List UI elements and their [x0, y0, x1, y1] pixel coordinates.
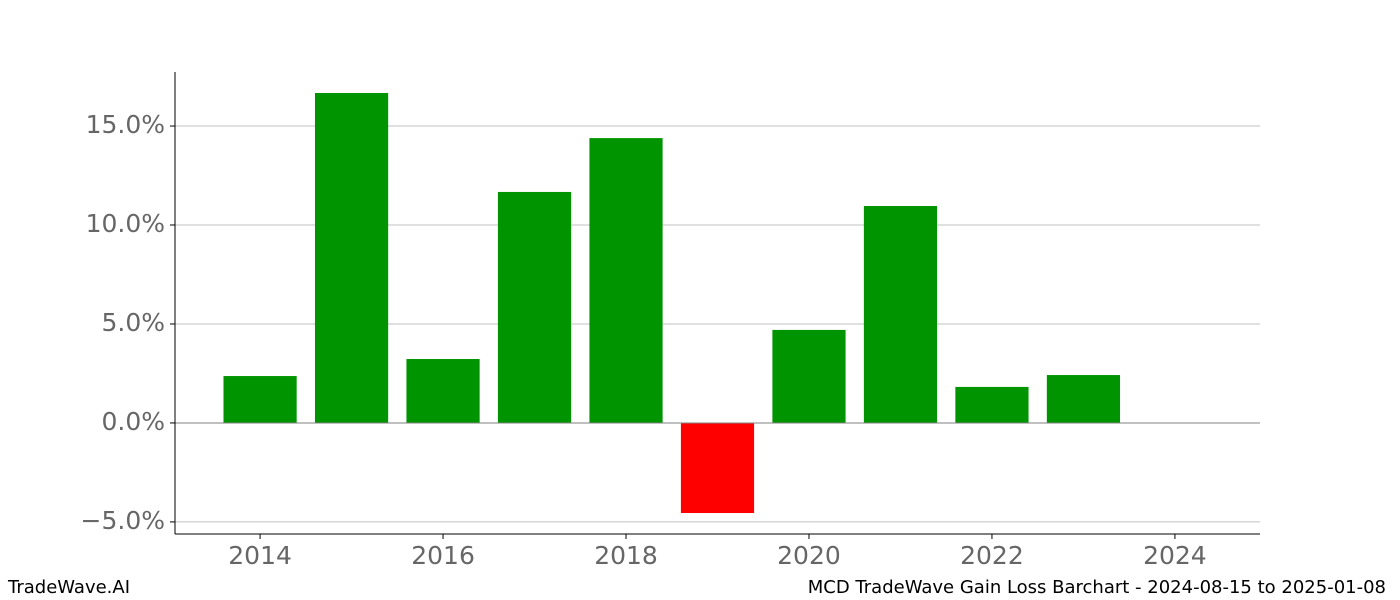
footer-left: TradeWave.AI: [7, 577, 130, 598]
bar: [1046, 375, 1121, 423]
bar: [863, 206, 938, 423]
x-tick-label: 2016: [411, 541, 475, 570]
x-tick-label: 2020: [777, 541, 841, 570]
x-tick-label: 2018: [594, 541, 658, 570]
bar: [497, 191, 572, 423]
y-tick-label: 0.0%: [101, 407, 165, 436]
bar: [406, 359, 480, 423]
bar: [223, 376, 297, 423]
x-tick-label: 2024: [1143, 541, 1207, 570]
y-tick-label: 15.0%: [86, 110, 165, 139]
y-tick-label: 5.0%: [101, 308, 165, 337]
footer-right: MCD TradeWave Gain Loss Barchart - 2024-…: [808, 577, 1386, 598]
x-tick-label: 2022: [960, 541, 1024, 570]
bar: [589, 138, 663, 423]
bar: [680, 422, 755, 514]
bar: [955, 386, 1029, 423]
bar: [314, 92, 389, 423]
y-tick-label: 10.0%: [86, 209, 165, 238]
x-tick-label: 2014: [228, 541, 292, 570]
bar: [772, 329, 846, 423]
y-tick-label: −5.0%: [81, 506, 165, 535]
